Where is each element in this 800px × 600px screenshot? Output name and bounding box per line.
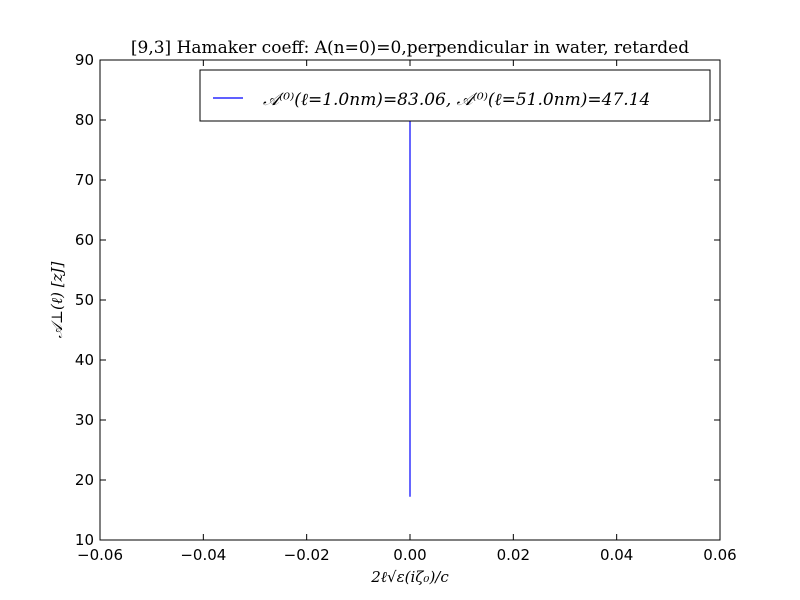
legend-entry: 𝒜⁽⁰⁾(ℓ=1.0nm)=83.06, 𝒜⁽⁰⁾(ℓ=51.0nm)=47.1… xyxy=(263,90,650,110)
legend-box xyxy=(199,69,711,122)
y-tick-label: 80 xyxy=(75,111,94,129)
y-tick-label: 60 xyxy=(75,231,94,249)
y-tick-label: 20 xyxy=(75,471,94,489)
x-axis-label: 2ℓ√ε(iζ₀)/c xyxy=(370,568,449,586)
y-tick-label: 10 xyxy=(75,531,94,549)
y-tick-label: 50 xyxy=(75,291,94,309)
y-tick-label: 70 xyxy=(75,171,94,189)
plot-area: −0.06 −0.04 −0.02 0.00 0.02 0.04 0.06 10 20 30 40… xyxy=(75,51,737,564)
chart-title: [9,3] Hamaker coeff: A(n=0)=0,perpendicu… xyxy=(131,38,689,58)
x-tick-label: 0.06 xyxy=(703,546,736,564)
y-tick-label: 90 xyxy=(75,51,94,69)
x-tick-label: 0.02 xyxy=(497,546,530,564)
x-axis-ticks: −0.06 −0.04 −0.02 0.00 0.02 0.04 0.06 xyxy=(77,60,737,564)
y-axis-ticks: 10 20 30 40 50 60 70 80 90 xyxy=(75,51,720,549)
y-axis-label: 𝒜⊥(ℓ) [zJ] xyxy=(48,262,66,339)
x-tick-label: −0.06 xyxy=(77,546,123,564)
y-tick-label: 40 xyxy=(75,351,94,369)
legend: 𝒜⁽⁰⁾(ℓ=1.0nm)=83.06, 𝒜⁽⁰⁾(ℓ=51.0nm)=47.1… xyxy=(199,69,711,122)
x-tick-label: 0.04 xyxy=(600,546,633,564)
x-tick-label: −0.02 xyxy=(284,546,330,564)
x-tick-label: −0.04 xyxy=(180,546,226,564)
y-tick-label: 30 xyxy=(75,411,94,429)
x-tick-label: 0.00 xyxy=(393,546,426,564)
